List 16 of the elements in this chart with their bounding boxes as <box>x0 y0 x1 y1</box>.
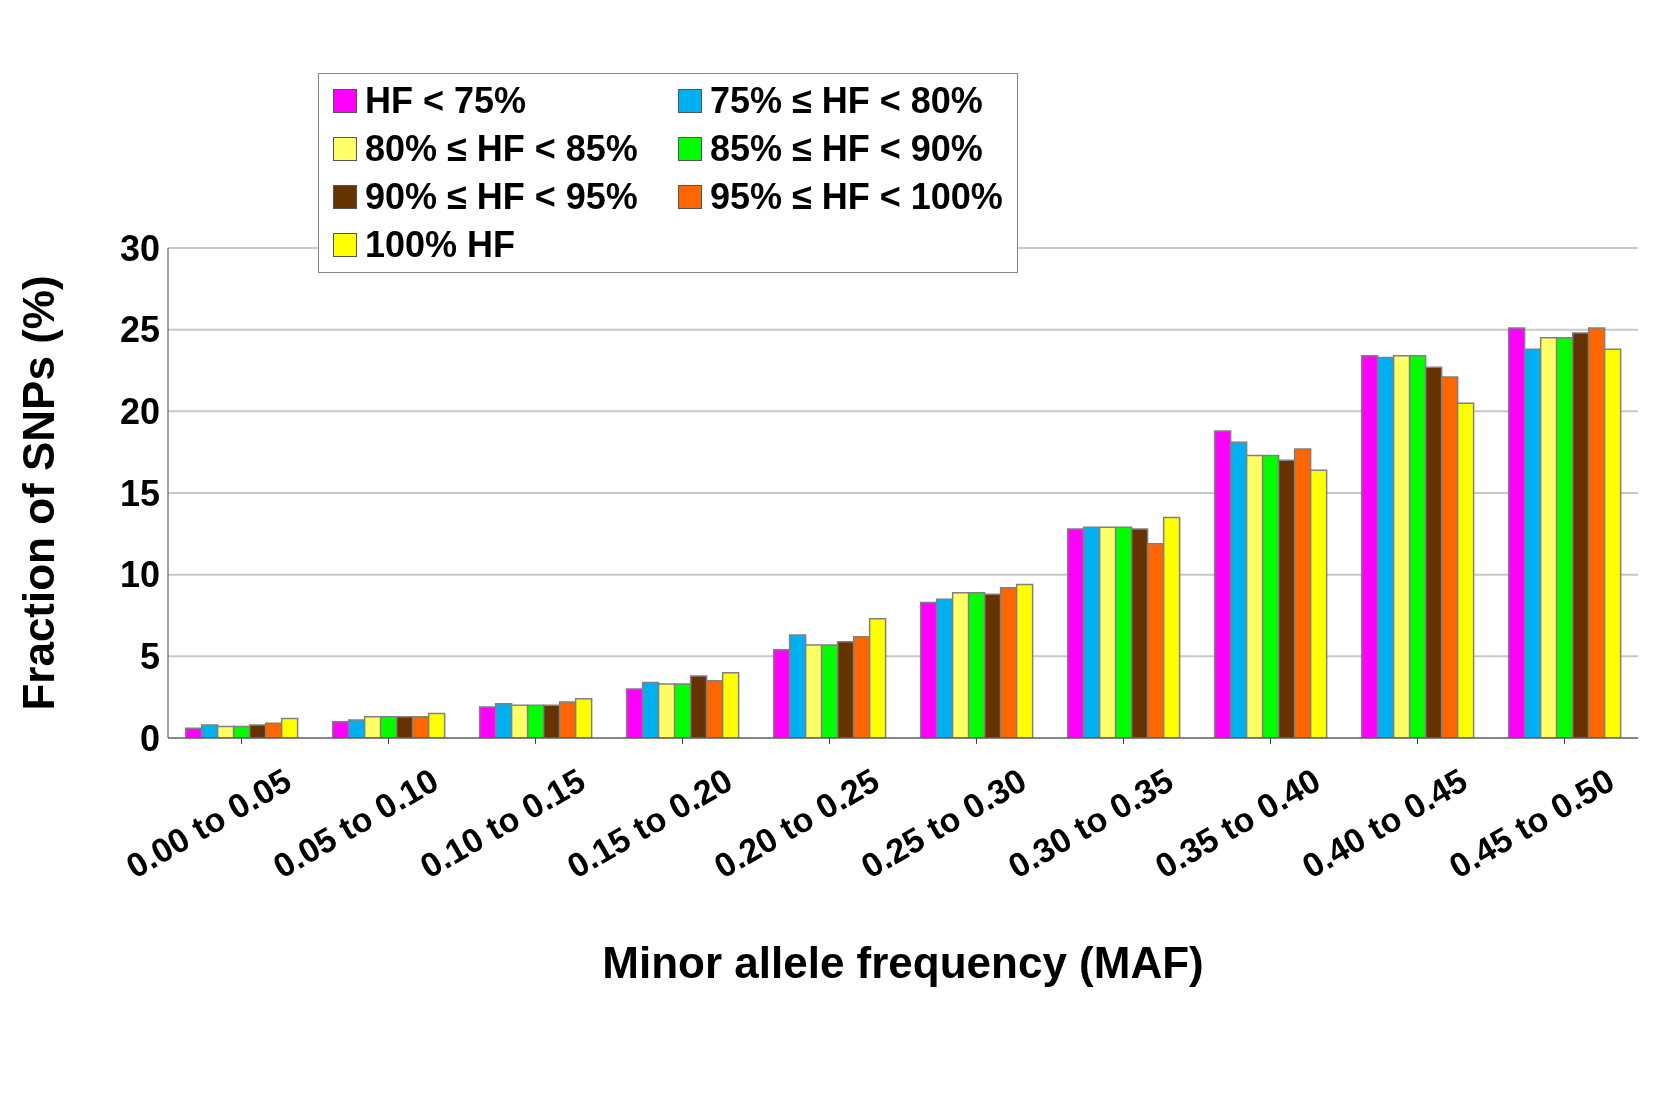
legend-label: 90% ≤ HF < 95% <box>365 176 638 218</box>
y-tick-label: 30 <box>119 227 160 269</box>
y-tick-label: 15 <box>119 472 160 514</box>
y-tick-label: 5 <box>139 636 160 678</box>
y-tick-label: 25 <box>119 309 160 351</box>
x-axis-title: Minor allele frequency (MAF) <box>602 938 1204 987</box>
y-axis-title: Fraction of SNPs (%) <box>13 275 63 711</box>
legend-label: 75% ≤ HF < 80% <box>709 80 983 122</box>
legend-label: HF < 75% <box>365 80 527 122</box>
legend-label: 80% ≤ HF < 85% <box>365 128 638 170</box>
legend-label: 95% ≤ HF < 100% <box>709 176 1003 218</box>
y-tick-label: 10 <box>119 554 160 596</box>
y-tick-label: 20 <box>119 391 160 433</box>
legend-label: 85% ≤ HF < 90% <box>709 128 983 170</box>
y-tick-label: 0 <box>139 717 160 759</box>
legend-label: 100% HF <box>365 224 516 266</box>
